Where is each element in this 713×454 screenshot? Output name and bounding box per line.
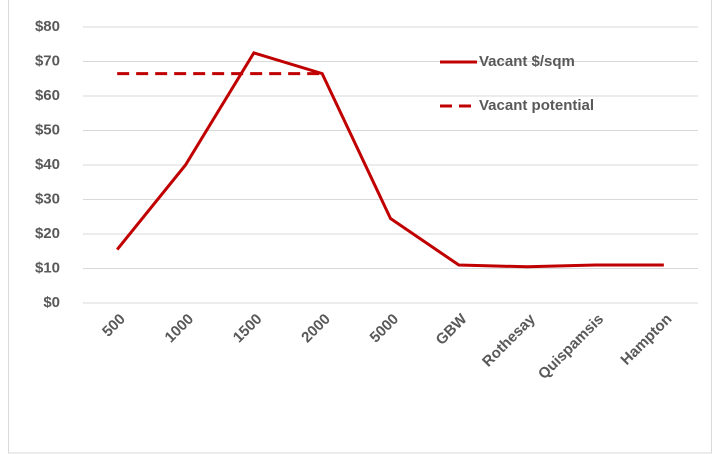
y-tick-label: $70 [35, 52, 60, 69]
x-tick-label: 2000 [298, 311, 334, 347]
y-tick-label: $20 [35, 225, 60, 242]
x-tick-label: Quispamsis [535, 311, 607, 383]
chart-border [8, 0, 712, 454]
x-tick-label: 1500 [230, 311, 266, 347]
legend-label: Vacant potential [479, 97, 594, 114]
x-tick-label: GBW [433, 310, 472, 349]
x-tick-label: Hampton [617, 311, 675, 369]
x-tick-label: 5000 [367, 311, 403, 347]
y-tick-label: $30 [35, 190, 60, 207]
y-tick-label: $50 [35, 121, 60, 138]
y-tick-label: $80 [35, 18, 60, 35]
data-line [116, 51, 664, 269]
y-tick-label: $10 [35, 259, 60, 276]
y-tick-label: $0 [43, 294, 60, 311]
x-tick-label: Rothesay [479, 310, 539, 370]
x-tick-label: 500 [99, 311, 129, 341]
x-tick-label: 1000 [162, 311, 198, 347]
y-tick-label: $40 [35, 156, 60, 173]
y-tick-label: $60 [35, 87, 60, 104]
legend-label: Vacant $/sqm [479, 53, 575, 70]
